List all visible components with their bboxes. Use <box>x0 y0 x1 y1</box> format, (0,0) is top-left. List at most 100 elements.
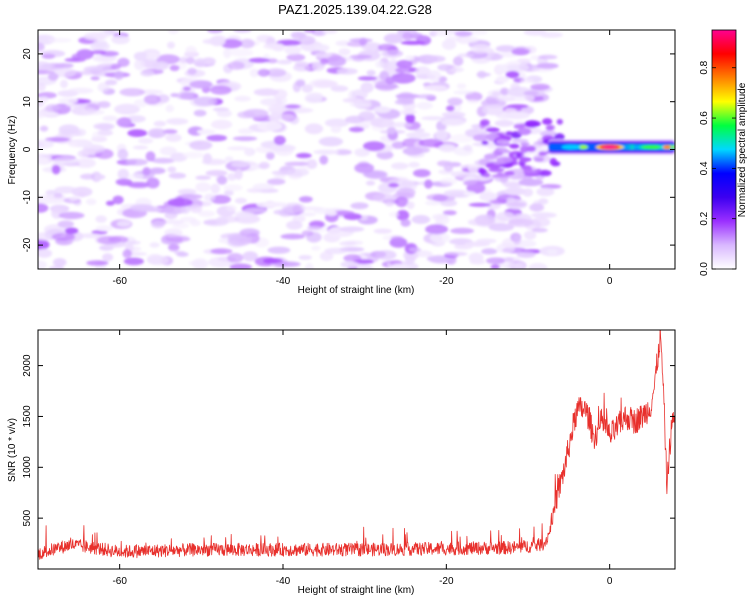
heatmap-cell <box>485 127 500 133</box>
heatmap-cell <box>358 111 375 122</box>
heatmap-cell <box>151 157 175 164</box>
heatmap-cell <box>209 85 232 95</box>
heatmap-cell <box>274 261 301 268</box>
heatmap-cell <box>504 187 527 196</box>
heatmap-cell <box>277 113 296 121</box>
heatmap-cell <box>465 91 483 102</box>
heatmap-cell <box>298 255 312 260</box>
heatmap-cell <box>538 54 558 60</box>
heatmap-cell <box>546 249 558 255</box>
heatmap-cell <box>90 76 100 81</box>
heatmap-cell <box>641 144 662 150</box>
heatmap-cell <box>115 178 133 186</box>
heatmap-cell <box>209 35 226 47</box>
heatmap-cell <box>429 232 450 244</box>
heatmap-cell <box>530 83 550 91</box>
heatmap-cell <box>319 251 334 261</box>
heatmap-cell <box>95 215 107 223</box>
heatmap-cell <box>244 208 267 213</box>
heatmap-cell <box>536 187 555 197</box>
heatmap-cell <box>75 142 94 147</box>
heatmap-cell <box>495 45 516 53</box>
heatmap-cell <box>299 196 313 203</box>
heatmap-cell <box>39 125 49 132</box>
heatmap-cell <box>239 38 255 49</box>
heatmap-cell <box>400 219 411 227</box>
heatmap-cell <box>53 156 79 165</box>
heatmap-cell <box>385 201 395 207</box>
heatmap-cell <box>147 255 169 266</box>
heatmap-cell <box>211 119 233 130</box>
snr-y-ticks: 500 1000 1500 2000 <box>22 354 675 526</box>
heatmap-cell <box>182 151 204 159</box>
heatmap-cell <box>495 96 516 102</box>
colorbar-tick-label: 0.2 <box>699 211 710 225</box>
heatmap-cell <box>177 193 203 200</box>
heatmap-cell <box>44 137 70 142</box>
heatmap-cell <box>162 206 187 215</box>
heatmap-cell <box>311 245 321 251</box>
heatmap-cell <box>216 175 228 185</box>
heatmap-cell <box>496 156 513 164</box>
snr-y-tick-label: 500 <box>22 509 33 526</box>
snr-x-tick-label: -60 <box>112 576 127 587</box>
colorbar-label: Normalized spectral amplitude <box>737 82 748 217</box>
heatmap-cell <box>415 94 436 99</box>
heatmap-cell <box>423 85 448 91</box>
heatmap-cell <box>421 116 445 121</box>
heatmap-cell <box>269 112 280 123</box>
heatmap-cell <box>175 91 194 100</box>
heatmap-cell <box>123 257 144 266</box>
heatmap-cell <box>391 162 409 170</box>
heatmap-cell <box>496 243 516 254</box>
heatmap-cell <box>506 104 529 109</box>
heatmap-cell <box>185 57 195 65</box>
heatmap-cell <box>134 59 146 71</box>
heatmap-cell <box>540 130 557 138</box>
heatmap-cell <box>45 104 60 113</box>
heatmap-cell <box>165 133 182 142</box>
heatmap-cell <box>165 118 189 125</box>
heatmap-cell <box>402 147 423 156</box>
heatmap-cell <box>496 147 508 152</box>
heatmap-cell <box>301 84 313 93</box>
heatmap-cell <box>432 194 448 202</box>
heatmap-cell <box>52 67 77 78</box>
heatmap-cell <box>463 191 476 196</box>
heatmap-cell <box>273 135 286 146</box>
heatmap-cell <box>207 30 223 34</box>
heatmap-cell <box>372 193 396 203</box>
heatmap-cell <box>92 54 117 63</box>
heatmap-cell <box>298 35 316 45</box>
heatmap-cell <box>189 140 213 151</box>
heatmap-cell <box>418 138 444 148</box>
heatmap-cell <box>284 45 302 55</box>
heatmap-cell <box>320 58 329 65</box>
heatmap-cell <box>437 64 453 71</box>
heatmap-cell <box>509 143 520 149</box>
heatmap-cell <box>304 30 315 34</box>
heatmap-cell <box>370 117 395 128</box>
heatmap-cell <box>324 118 349 128</box>
heatmap-cell <box>38 70 55 75</box>
heatmap-cell <box>98 30 111 39</box>
heatmap-cell <box>408 161 420 168</box>
heatmap-cell <box>319 155 329 165</box>
heatmap-cell <box>305 262 314 269</box>
heatmap-cell <box>257 68 270 77</box>
heatmap-cell <box>401 180 415 188</box>
heatmap-cell <box>365 180 376 186</box>
snr-x-axis-label: Height of straight line (km) <box>298 585 415 596</box>
heatmap-cell <box>58 211 85 220</box>
heatmap-cell <box>531 169 542 173</box>
heatmap-cell <box>119 88 145 97</box>
heatmap-cell <box>314 52 332 58</box>
heatmap-cell <box>399 109 418 115</box>
heatmap-cell <box>167 198 193 207</box>
heatmap-cell <box>425 224 449 235</box>
colorbar-tick-label: 0.8 <box>699 60 710 74</box>
heatmap-cell <box>395 93 420 99</box>
heatmap-cell <box>295 152 312 159</box>
heatmap-cell <box>232 136 258 142</box>
